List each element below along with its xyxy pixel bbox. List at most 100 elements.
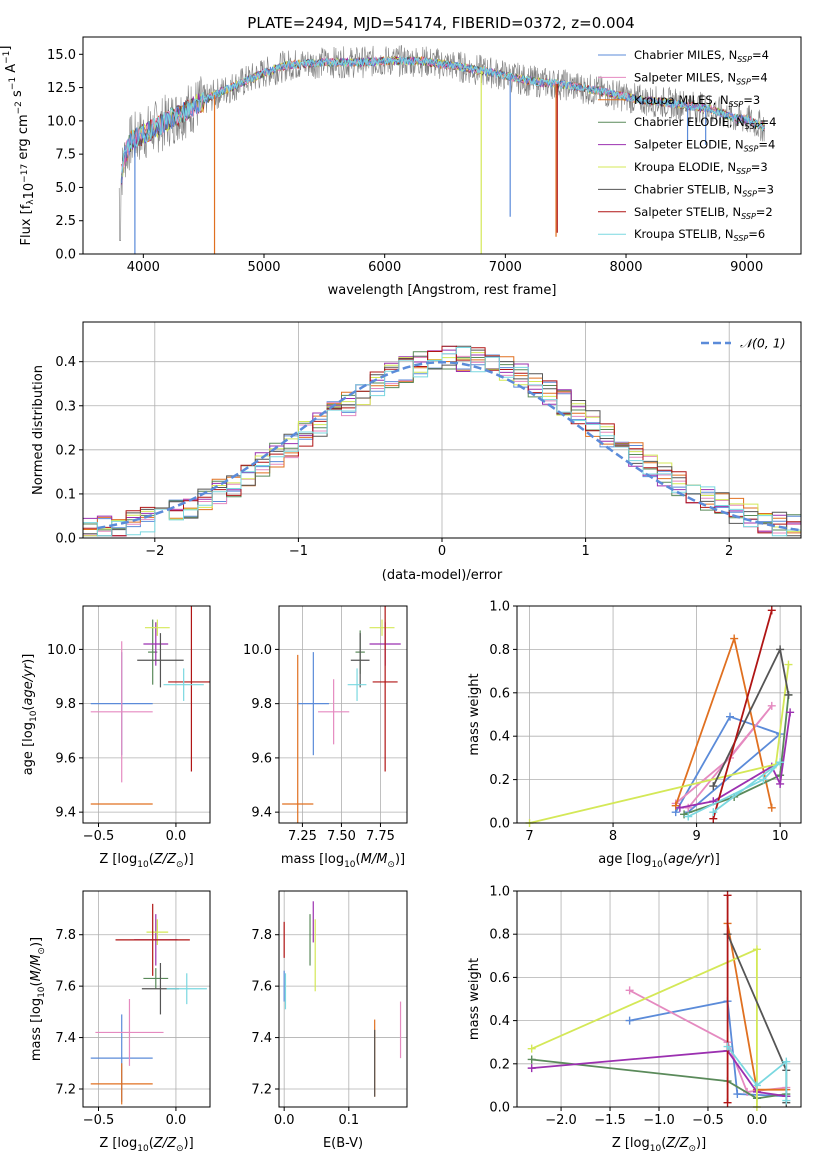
y-axis-label-part: s [10, 90, 25, 101]
x-axis-label-part: Z [log [99, 852, 137, 867]
errorbar-point-chab_miles [297, 652, 329, 756]
mass-weight-marker-krou_stelib [752, 1081, 761, 1090]
mass-weight-marker-chab_elodie [527, 1055, 536, 1064]
legend-entry-sub: SSP [744, 145, 759, 154]
legend-entry-krou_stelib: Kroupa STELIB, NSSP=6 [634, 227, 765, 243]
y-axis-label: Normed distribution [31, 365, 46, 495]
x-axis-label-part: )] [395, 852, 405, 867]
legend-entry-count: =3 [751, 160, 768, 174]
x-tick-label: −0.5 [692, 1113, 724, 1128]
x-axis-label-part: )] [184, 1136, 194, 1151]
errorbar-point-chab_elodie [143, 968, 169, 989]
y-tick-label: 15.0 [47, 48, 76, 63]
mass-weight-line-chab_miles [629, 1000, 787, 1098]
y-axis-label-part: −17 [20, 164, 30, 183]
y-tick-label: 0.8 [489, 928, 510, 943]
legend-entry-sub: SSP [745, 122, 760, 131]
y-axis-label-part: age [log [21, 722, 36, 775]
y-tick-label: 0.2 [489, 1057, 510, 1072]
x-axis-label-part: 10 [651, 860, 663, 870]
mass-weight-marker-chab_stelib [784, 690, 793, 699]
x-axis-label-part: Z/Z [153, 1136, 177, 1151]
errorbar-point-krou_stelib [166, 973, 207, 1005]
legend-entry-sub: SSP [742, 189, 757, 198]
y-tick-label: 0.6 [489, 971, 510, 986]
model-spectrum-krou_stelib [121, 56, 765, 173]
axes-mw_vs_Z: −2.0 −1.5 −1.0 −0.5 0.0 0.0 0.2 0.4 0.6 0.8 1.0 Z [… [467, 885, 802, 1154]
x-axis-label: mass [log10(M/M⊙)] [281, 852, 405, 870]
axes-frame [82, 890, 211, 1108]
x-axis-label-part: Z/Z [153, 852, 177, 867]
legend-entry-count: =2 [756, 205, 773, 219]
y-tick-label: 10.0 [47, 114, 76, 129]
y-axis-label-part: −2 [14, 101, 24, 114]
y-axis-label-part: erg cm [16, 114, 31, 163]
axes-age_vs_Z: −0.5 0.09.49.69.810.0Z [log10(Z/Z⊙)]age [… [21, 605, 211, 870]
x-axis-label: Z [log10(Z/Z⊙)] [612, 1136, 706, 1154]
y-tick-label: 7.2 [55, 1083, 76, 1098]
observed-spectrum-line [118, 45, 765, 241]
x-tick-label: 7.50 [327, 829, 356, 844]
y-tick-label: 9.4 [251, 806, 272, 821]
errorbar-point-salp_elodie [143, 622, 169, 666]
mass-weight-marker-krou_elodie [784, 660, 793, 669]
legend-entry-krou_elodie: Kroupa ELODIE, NSSP=3 [634, 160, 768, 176]
errorbar-point-chab_stelib [350, 633, 370, 688]
legend-entry-sub: SSP [741, 212, 756, 221]
mass-weight-marker-krou_elodie [527, 1044, 536, 1053]
y-axis-label-part: −1 [8, 77, 18, 90]
legend-entry-sub: SSP [736, 167, 751, 176]
y-tick-label: 7.4 [251, 1031, 272, 1046]
mass-weight-marker-chab_miles [625, 1016, 634, 1025]
legend-entry-sub: SSP [734, 234, 749, 243]
legend-entry-salp_miles: Salpeter MILES, NSSP=4 [634, 70, 768, 86]
y-tick-label: 0.3 [55, 399, 76, 414]
x-axis-label-part: Z [log [99, 1136, 137, 1151]
axes-frame [82, 36, 802, 255]
x-axis-label-part: ( [149, 852, 154, 867]
x-axis-label-part: )] [696, 1136, 706, 1151]
mass-weight-marker-krou_stelib [684, 812, 693, 821]
y-axis-label: mass weight [467, 958, 482, 1040]
x-axis-label-part: 10 [137, 860, 149, 870]
legend-entry-count: =4 [758, 138, 775, 152]
x-tick-label: 10 [772, 829, 789, 844]
legend-entry-krou_miles: Kroupa MILES, NSSP=3 [634, 93, 760, 109]
x-axis-label-part: ( [663, 852, 668, 867]
legend-entry-sub: SSP [729, 100, 744, 109]
errorbar-point-salp_stelib [372, 606, 398, 772]
y-tick-label: 0.4 [489, 730, 510, 745]
x-tick-label: −1 [289, 544, 308, 559]
x-axis-label: wavelength [Angstrom, rest frame] [328, 283, 557, 298]
legend-entry-normal: 𝒩(0, 1) [740, 336, 786, 351]
axes-frame [82, 605, 211, 824]
errorbar-point-krou_elodie [144, 619, 170, 636]
errorbar-point-krou_elodie [146, 919, 169, 945]
y-tick-label: 0.0 [55, 248, 76, 263]
y-axis-label-part: λ [26, 199, 36, 205]
x-axis-label-part: M/M [361, 852, 388, 867]
residual-histogram-salp_stelib [83, 345, 801, 537]
errorbar-point-salp_stelib [168, 606, 210, 772]
mass-weight-marker-krou_stelib [776, 758, 785, 767]
x-tick-label: 8000 [609, 260, 642, 275]
y-tick-label: 1.0 [489, 885, 510, 900]
x-tick-label: 4000 [127, 260, 160, 275]
y-axis-label-part: 10 [37, 986, 47, 998]
mass-weight-marker-chab_miles [726, 712, 734, 721]
x-tick-label: 7.25 [288, 829, 317, 844]
axes-mass_vs_Z: −0.5 0.07.27.47.67.8Z [log10(Z/Z⊙)]mass [… [29, 890, 211, 1154]
legend-entry-count: =4 [760, 115, 777, 129]
y-tick-label: 2.5 [55, 214, 76, 229]
legend-entry-count: =6 [748, 227, 765, 241]
y-axis-label: age [log10(age/yr)] [21, 654, 39, 776]
legend-entry-label: Chabrier STELIB, N [634, 182, 742, 196]
y-axis-label-part: ( [29, 981, 44, 986]
x-axis-label: Z [log10(Z/Z⊙)] [99, 1136, 193, 1154]
x-tick-label: 0.0 [166, 829, 187, 844]
axes-frame [516, 605, 802, 824]
mass-weight-marker-salp_stelib [723, 891, 732, 900]
mass-weight-marker-krou_stelib [723, 1042, 732, 1051]
legend-entry-salp_stelib: Salpeter STELIB, NSSP=2 [634, 205, 773, 221]
